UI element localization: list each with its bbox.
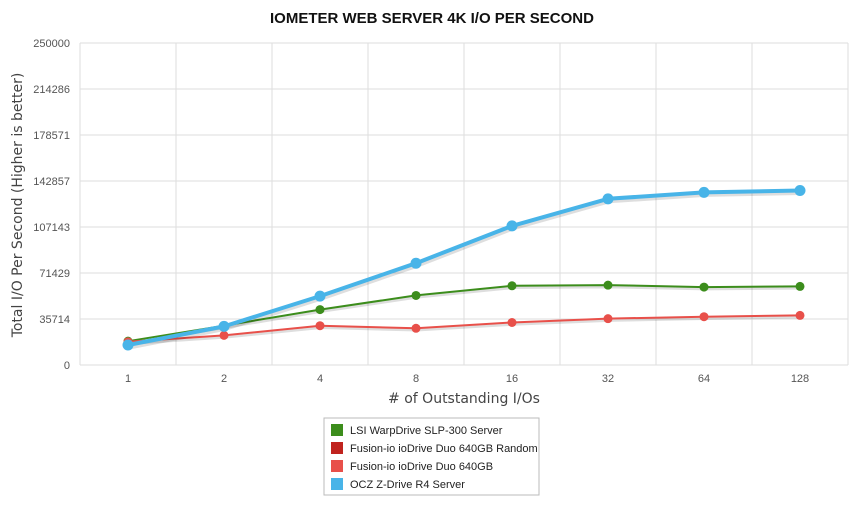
data-point <box>314 290 326 302</box>
series-line-shadow <box>128 285 802 345</box>
chart-grid <box>79 42 849 366</box>
data-point <box>603 314 613 324</box>
data-point <box>699 312 709 322</box>
x-tick-label: 8 <box>413 373 419 385</box>
data-point <box>698 186 710 198</box>
legend-swatch <box>331 478 343 490</box>
legend-label: OCZ Z-Drive R4 Server <box>350 479 465 491</box>
data-point <box>602 193 614 205</box>
data-point <box>315 305 325 315</box>
series-layer <box>122 184 806 351</box>
legend-swatch <box>331 424 343 436</box>
y-tick-label: 250000 <box>33 38 70 50</box>
legend-swatch <box>331 442 343 454</box>
data-point <box>411 323 421 333</box>
y-tick-label: 214286 <box>33 84 70 96</box>
data-point <box>218 320 230 332</box>
data-point <box>507 281 517 291</box>
chart-title: IOMETER WEB SERVER 4K I/O PER SECOND <box>270 10 594 27</box>
x-tick-label: 32 <box>602 373 614 385</box>
legend-swatch <box>331 460 343 472</box>
data-point <box>795 281 805 291</box>
x-tick-label: 64 <box>698 373 710 385</box>
x-axis-ticks: 1 2 4 8 16 32 64 128 <box>125 373 809 385</box>
data-point <box>506 220 518 232</box>
x-tick-label: 2 <box>221 373 227 385</box>
data-point <box>699 282 709 292</box>
legend: LSI WarpDrive SLP-300 Server Fusion-io io… <box>323 417 540 496</box>
y-tick-label: 107143 <box>33 222 70 234</box>
x-tick-label: 1 <box>125 373 131 385</box>
y-tick-label: 178571 <box>33 130 70 142</box>
data-point <box>794 184 806 196</box>
x-tick-label: 16 <box>506 373 518 385</box>
x-axis-label: # of Outstanding I/Os <box>388 391 540 407</box>
y-tick-label: 0 <box>64 360 70 372</box>
y-tick-label: 142857 <box>33 176 70 188</box>
data-point <box>507 317 517 327</box>
data-point <box>122 339 134 351</box>
series-line-shadow <box>128 190 802 350</box>
legend-label: Fusion-io ioDrive Duo 640GB <box>350 461 493 473</box>
series-line <box>127 314 801 343</box>
y-tick-label: 71429 <box>39 268 70 280</box>
y-axis-ticks: 0 35714 71429 107143 142857 178571 214286 25000… <box>33 38 70 372</box>
legend-label: LSI WarpDrive SLP-300 Server <box>350 425 503 437</box>
data-point <box>603 280 613 290</box>
legend-label: Fusion-io ioDrive Duo 640GB Random <box>350 443 538 455</box>
data-point <box>315 321 325 331</box>
data-point <box>219 330 229 340</box>
y-tick-label: 35714 <box>39 314 70 326</box>
data-point <box>411 290 421 300</box>
x-tick-label: 128 <box>791 373 809 385</box>
y-axis-label: Total I/O Per Second (Higher is better) <box>10 73 26 339</box>
x-tick-label: 4 <box>317 373 323 385</box>
data-point <box>410 257 422 269</box>
data-point <box>795 310 805 320</box>
series-line <box>127 188 801 347</box>
legend-box <box>323 417 540 496</box>
series-line-shadow <box>128 316 802 346</box>
